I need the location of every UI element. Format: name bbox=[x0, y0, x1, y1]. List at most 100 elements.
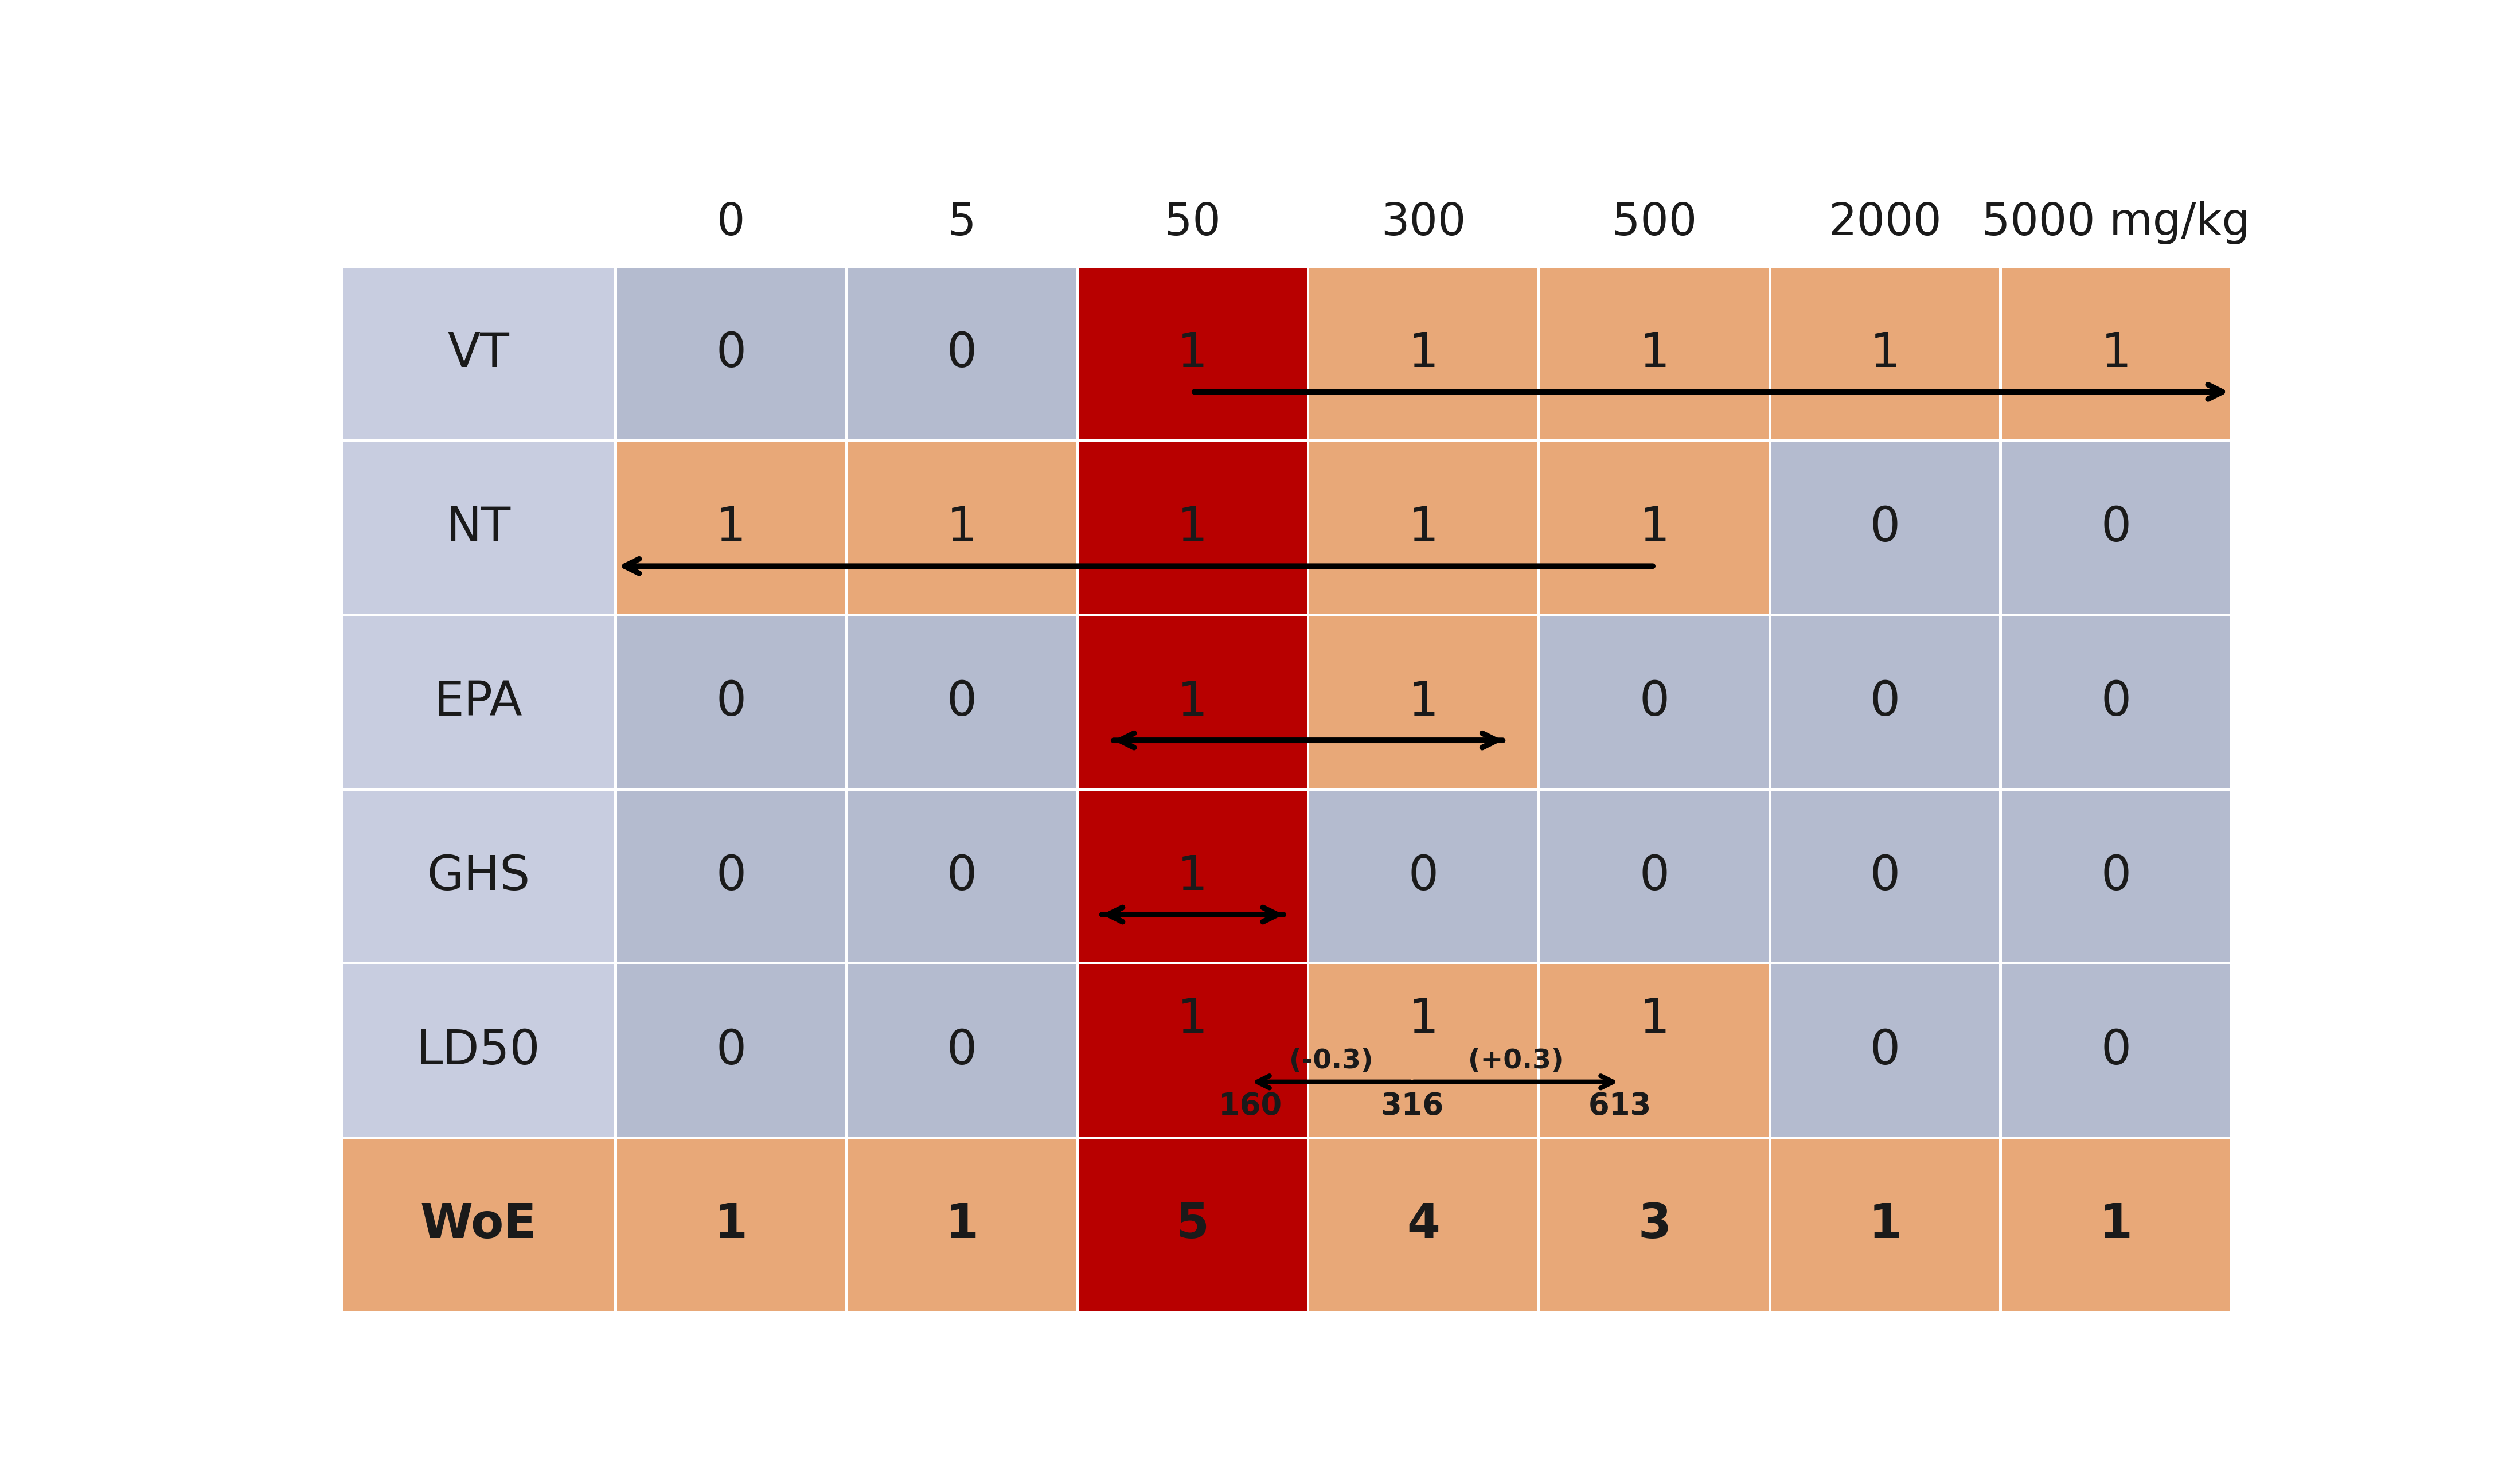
Text: 0: 0 bbox=[717, 853, 747, 899]
Text: 1: 1 bbox=[717, 505, 747, 551]
Bar bbox=[1541, 267, 1769, 439]
Text: 5000 mg/kg: 5000 mg/kg bbox=[1982, 200, 2250, 243]
Bar bbox=[847, 616, 1075, 788]
Text: 5: 5 bbox=[1175, 1202, 1210, 1248]
Bar bbox=[847, 965, 1075, 1137]
Bar bbox=[1311, 442, 1539, 613]
Text: 5: 5 bbox=[947, 200, 975, 243]
Bar bbox=[2002, 1140, 2230, 1310]
Text: EPA: EPA bbox=[434, 678, 524, 726]
Bar bbox=[1078, 791, 1306, 962]
Bar bbox=[1311, 1140, 1539, 1310]
Text: 2000: 2000 bbox=[1829, 200, 1942, 243]
Bar bbox=[343, 616, 614, 788]
Text: GHS: GHS bbox=[426, 853, 531, 899]
Text: 0: 0 bbox=[1869, 505, 1900, 551]
Bar bbox=[343, 442, 614, 613]
Text: 0: 0 bbox=[1639, 853, 1669, 899]
Text: LD50: LD50 bbox=[416, 1027, 541, 1074]
Bar bbox=[1311, 267, 1539, 439]
Text: 1: 1 bbox=[1639, 331, 1669, 377]
Text: 0: 0 bbox=[947, 678, 977, 726]
Text: 613: 613 bbox=[1589, 1091, 1651, 1122]
Bar bbox=[616, 442, 845, 613]
Bar bbox=[1772, 267, 2000, 439]
Text: 1: 1 bbox=[1178, 331, 1208, 377]
Bar bbox=[1541, 965, 1769, 1137]
Text: (+0.3): (+0.3) bbox=[1469, 1048, 1564, 1074]
Text: 1: 1 bbox=[1408, 505, 1438, 551]
Text: 1: 1 bbox=[1178, 853, 1208, 899]
Bar bbox=[1078, 1140, 1306, 1310]
Text: 0: 0 bbox=[947, 331, 977, 377]
Text: 1: 1 bbox=[714, 1202, 747, 1248]
Bar bbox=[1311, 965, 1539, 1137]
Text: 1: 1 bbox=[1639, 505, 1669, 551]
Bar bbox=[343, 1140, 614, 1310]
Bar bbox=[616, 1140, 845, 1310]
Text: 0: 0 bbox=[1408, 853, 1438, 899]
Text: 0: 0 bbox=[947, 853, 977, 899]
Text: 1: 1 bbox=[1869, 331, 1900, 377]
Text: 1: 1 bbox=[1178, 996, 1208, 1042]
Bar bbox=[1772, 1140, 2000, 1310]
Bar bbox=[1541, 442, 1769, 613]
Bar bbox=[616, 267, 845, 439]
Bar bbox=[2002, 267, 2230, 439]
Text: WoE: WoE bbox=[421, 1202, 536, 1248]
Bar bbox=[616, 965, 845, 1137]
Text: 1: 1 bbox=[1178, 678, 1208, 726]
Bar bbox=[847, 442, 1075, 613]
Bar bbox=[1541, 791, 1769, 962]
Bar bbox=[2002, 965, 2230, 1137]
Text: 4: 4 bbox=[1406, 1202, 1441, 1248]
Text: NT: NT bbox=[446, 505, 511, 551]
Text: 0: 0 bbox=[717, 331, 747, 377]
Bar bbox=[1078, 965, 1306, 1137]
Bar bbox=[343, 965, 614, 1137]
Bar bbox=[343, 267, 614, 439]
Text: 500: 500 bbox=[1611, 200, 1697, 243]
Bar bbox=[343, 791, 614, 962]
Bar bbox=[1078, 442, 1306, 613]
Bar bbox=[1311, 616, 1539, 788]
Bar bbox=[847, 791, 1075, 962]
Bar bbox=[847, 267, 1075, 439]
Text: 1: 1 bbox=[2100, 331, 2130, 377]
Bar bbox=[1078, 616, 1306, 788]
Text: (-0.3): (-0.3) bbox=[1288, 1048, 1373, 1074]
Text: 0: 0 bbox=[717, 678, 747, 726]
Text: 0: 0 bbox=[717, 200, 744, 243]
Text: 0: 0 bbox=[1869, 853, 1900, 899]
Bar bbox=[1772, 791, 2000, 962]
Text: 1: 1 bbox=[945, 1202, 977, 1248]
Bar bbox=[1541, 1140, 1769, 1310]
Text: 1: 1 bbox=[1869, 1202, 1902, 1248]
Bar bbox=[1541, 616, 1769, 788]
Text: 1: 1 bbox=[947, 505, 977, 551]
Bar bbox=[1772, 965, 2000, 1137]
Text: 0: 0 bbox=[1869, 678, 1900, 726]
Text: 0: 0 bbox=[2100, 505, 2130, 551]
Text: 160: 160 bbox=[1218, 1091, 1283, 1122]
Text: 300: 300 bbox=[1381, 200, 1466, 243]
Bar bbox=[2002, 616, 2230, 788]
Text: 316: 316 bbox=[1381, 1091, 1443, 1122]
Bar bbox=[1311, 791, 1539, 962]
Bar bbox=[616, 791, 845, 962]
Text: 0: 0 bbox=[2100, 678, 2130, 726]
Text: 0: 0 bbox=[947, 1027, 977, 1074]
Text: 0: 0 bbox=[1869, 1027, 1900, 1074]
Text: 0: 0 bbox=[2100, 853, 2130, 899]
Text: 1: 1 bbox=[1408, 996, 1438, 1042]
Text: 0: 0 bbox=[2100, 1027, 2130, 1074]
Text: 50: 50 bbox=[1165, 200, 1220, 243]
Bar bbox=[2002, 442, 2230, 613]
Text: 1: 1 bbox=[1178, 505, 1208, 551]
Text: 1: 1 bbox=[1408, 331, 1438, 377]
Bar bbox=[847, 1140, 1075, 1310]
Bar bbox=[2002, 791, 2230, 962]
Text: VT: VT bbox=[449, 331, 509, 377]
Text: 3: 3 bbox=[1639, 1202, 1672, 1248]
Text: 1: 1 bbox=[1639, 996, 1669, 1042]
